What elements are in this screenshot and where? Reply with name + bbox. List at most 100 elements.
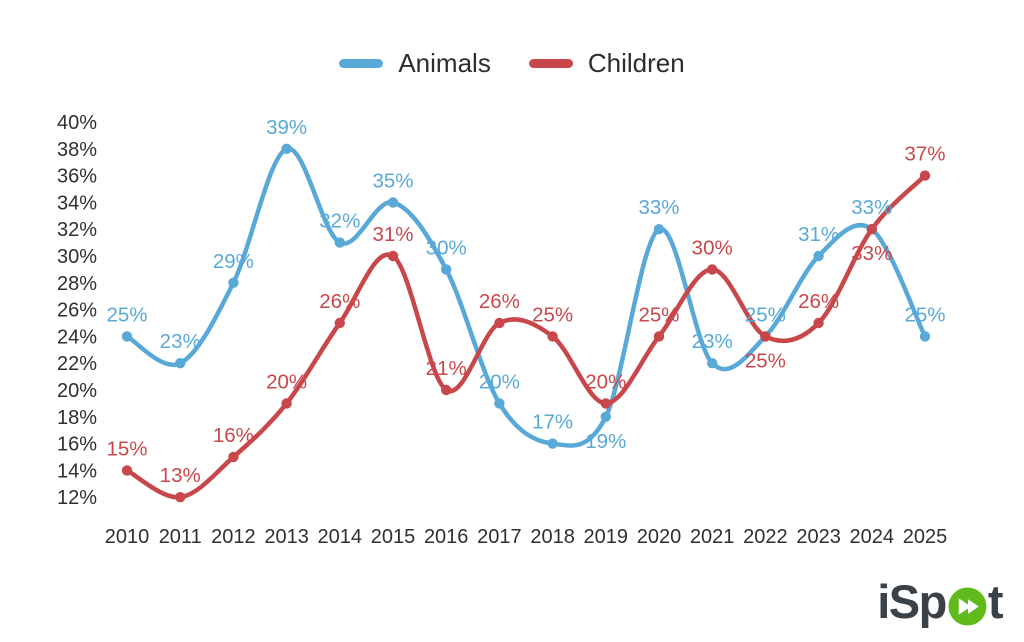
x-tick-label: 2025 (903, 526, 948, 548)
x-tick-label: 2011 (159, 526, 202, 548)
point-label-animals-2014: 32% (319, 210, 360, 233)
data-point-animals-2014 (334, 237, 345, 248)
data-point-children-2014 (334, 317, 345, 329)
x-tick-label: 2016 (424, 526, 469, 548)
data-point-animals-2025 (919, 331, 931, 342)
data-point-children-2024 (866, 224, 877, 235)
data-point-children-2013 (281, 398, 292, 409)
point-label-animals-2015: 35% (372, 169, 413, 192)
series-line-children (124, 173, 928, 500)
data-point-animals-2010 (121, 331, 133, 342)
legend-item-animals: Animals (339, 48, 491, 79)
point-label-animals-2025: 25% (904, 303, 945, 326)
point-label-animals-2012: 29% (213, 250, 254, 273)
y-tick-label: 34% (57, 192, 97, 214)
point-label-animals-2010: 25% (106, 303, 147, 326)
point-label-animals-2013: 39% (266, 116, 307, 139)
data-point-children-2021 (707, 264, 718, 275)
point-label-children-2023: 26% (798, 290, 839, 313)
data-point-children-2016 (441, 384, 452, 396)
logo-text-right: t (987, 575, 1004, 628)
data-point-children-2022 (760, 331, 771, 342)
data-point-animals-2015 (387, 197, 399, 208)
x-tick-label: 2012 (211, 526, 256, 548)
data-point-animals-2023 (813, 250, 824, 262)
x-tick-label: 2017 (477, 526, 522, 548)
y-tick-label: 40% (57, 112, 97, 134)
point-label-children-2025: 37% (904, 143, 945, 166)
x-tick-label: 2018 (530, 526, 575, 548)
point-label-children-2010: 15% (106, 437, 147, 460)
series-line-animals (124, 146, 928, 448)
y-tick-label: 20% (57, 380, 97, 402)
x-tick-label: 2022 (743, 526, 788, 548)
y-tick-label: 16% (57, 434, 97, 456)
x-tick-label: 2019 (584, 526, 629, 548)
point-label-children-2013: 20% (266, 370, 307, 393)
legend-swatch-animals (339, 59, 384, 68)
y-tick-label: 26% (57, 300, 97, 322)
x-tick-label: 2014 (318, 526, 363, 548)
point-label-animals-2016: 30% (426, 236, 467, 259)
point-label-animals-2020: 33% (638, 196, 679, 219)
point-label-children-2019: 20% (585, 370, 626, 393)
ispot-logo: iSp t (877, 575, 1004, 628)
data-point-animals-2011 (175, 358, 186, 369)
point-label-animals-2024: 33% (851, 196, 892, 219)
x-tick-label: 2024 (850, 526, 895, 548)
data-point-children-2017 (494, 317, 505, 329)
y-tick-label: 38% (57, 139, 97, 161)
y-tick-label: 12% (57, 487, 97, 509)
point-label-children-2020: 25% (638, 303, 679, 326)
y-tick-label: 22% (57, 353, 97, 375)
data-point-children-2015 (387, 250, 399, 262)
y-tick-label: 32% (57, 219, 97, 241)
data-point-children-2019 (600, 398, 611, 409)
chart-legend: Animals Children (0, 48, 1024, 79)
point-label-animals-2011: 23% (160, 330, 201, 353)
point-label-animals-2023: 31% (798, 223, 839, 246)
y-tick-label: 14% (57, 460, 97, 482)
data-point-children-2025 (919, 170, 931, 181)
x-tick-label: 2013 (264, 526, 309, 548)
point-label-animals-2018: 17% (532, 411, 573, 434)
point-label-children-2016: 21% (426, 357, 467, 380)
data-point-animals-2020 (653, 224, 665, 235)
y-tick-label: 28% (57, 273, 97, 295)
legend-label-children: Children (587, 48, 685, 78)
data-point-animals-2018 (547, 438, 558, 449)
x-tick-label: 2015 (371, 526, 416, 548)
data-point-children-2011 (175, 492, 186, 503)
point-label-animals-2019: 19% (585, 430, 626, 453)
data-point-animals-2021 (707, 358, 718, 369)
data-point-animals-2019 (600, 411, 611, 422)
point-label-children-2014: 26% (319, 290, 360, 313)
data-point-animals-2016 (441, 264, 452, 275)
point-label-children-2018: 25% (532, 303, 573, 326)
x-tick-label: 2021 (690, 526, 735, 548)
data-point-animals-2012 (228, 277, 239, 288)
point-label-children-2012: 16% (213, 424, 254, 447)
data-point-children-2020 (653, 331, 665, 342)
x-tick-label: 2023 (796, 526, 841, 548)
legend-item-children: Children (528, 48, 685, 79)
x-tick-label: 2020 (637, 526, 682, 548)
y-tick-label: 30% (57, 246, 97, 268)
logo-text-left: iSp (877, 575, 947, 628)
y-tick-label: 24% (57, 326, 97, 348)
point-label-children-2015: 31% (372, 223, 413, 246)
data-point-children-2010 (121, 465, 133, 476)
x-tick-label: 2010 (105, 526, 150, 548)
legend-swatch-children (528, 59, 573, 68)
data-point-children-2012 (228, 451, 239, 463)
point-label-children-2021: 30% (692, 236, 733, 259)
point-label-animals-2021: 23% (692, 330, 733, 353)
data-point-children-2023 (813, 317, 824, 329)
data-point-animals-2013 (281, 143, 292, 154)
point-label-children-2024: 33% (851, 242, 892, 265)
point-label-children-2022: 25% (745, 349, 786, 372)
data-point-animals-2017 (494, 398, 505, 409)
y-tick-label: 18% (57, 407, 97, 429)
